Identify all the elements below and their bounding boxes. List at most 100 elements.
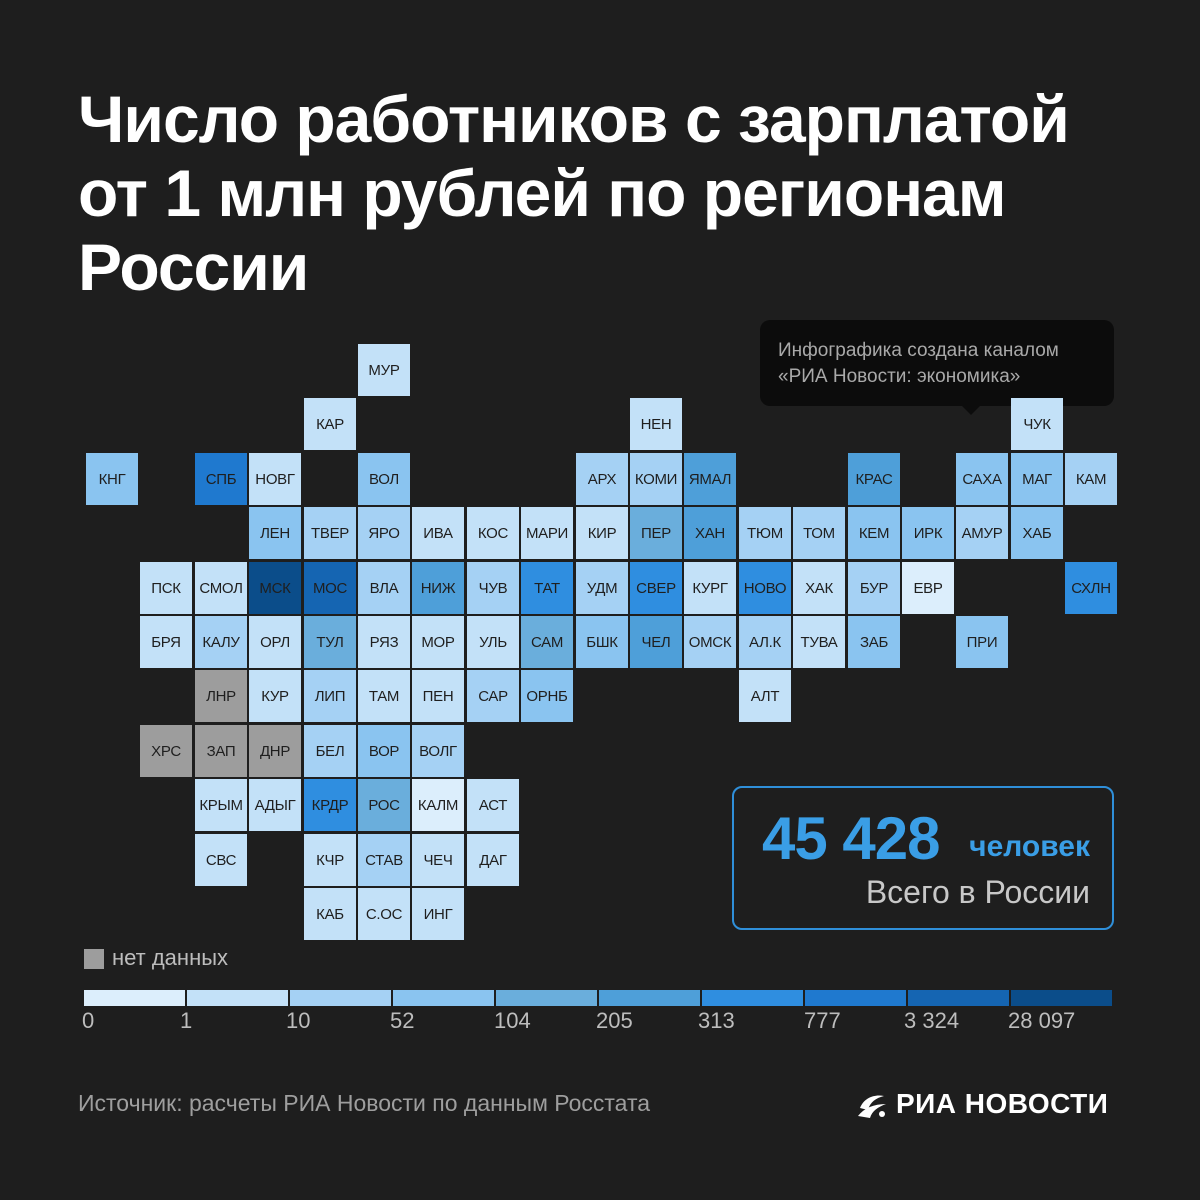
scale-segment-3 [393,990,494,1006]
scale-ticks: 0 1 10 52 104 205 313 777 3 324 28 097 [0,1008,1200,1038]
region-tile-4: КНГ [86,453,138,505]
region-tile-79: КАЛМ [412,779,464,831]
region-tile-18: ИВА [412,507,464,559]
region-tile-10: ЯМАЛ [684,453,736,505]
scale-tick-3: 52 [390,1008,415,1033]
scale-segment-5 [599,990,700,1006]
scale-tick-7: 777 [804,1008,841,1033]
region-tile-72: БЕЛ [304,725,356,777]
scale-tick-4: 104 [494,1008,531,1033]
region-tile-16: ТВЕР [304,507,356,559]
region-tile-49: ТУЛ [304,616,356,668]
region-tile-61: ЛНР [195,670,247,722]
region-tile-30: ПСК [140,562,192,614]
brand-name: РИА НОВОСТИ [896,1088,1109,1119]
infographic-title: Число работников с зарплатой от 1 млн ру… [78,82,1158,304]
scale-segment-0 [84,990,185,1006]
region-tile-55: ЧЕЛ [630,616,682,668]
total-value: 45 428 [762,805,941,872]
region-tile-32: МСК [249,562,301,614]
region-tile-81: СВС [195,834,247,886]
region-tile-56: ОМСК [684,616,736,668]
region-tile-52: УЛЬ [467,616,519,668]
region-tile-57: АЛ.К [739,616,791,668]
ria-wave-icon [858,1095,886,1118]
region-tile-29: ХАБ [1011,507,1063,559]
region-tile-28: АМУР [956,507,1008,559]
region-tile-25: ТОМ [793,507,845,559]
region-tile-19: КОС [467,507,519,559]
region-tile-76: АДЫГ [249,779,301,831]
region-tile-13: МАГ [1011,453,1063,505]
region-tile-33: МОС [304,562,356,614]
region-tile-12: САХА [956,453,1008,505]
region-tile-20: МАРИ [521,507,573,559]
no-data-label: нет данных [112,945,229,970]
region-tile-34: ВЛА [358,562,410,614]
region-tile-80: АСТ [467,779,519,831]
region-tile-88: ИНГ [412,888,464,940]
region-tile-69: ХРС [140,725,192,777]
scale-segment-8 [908,990,1009,1006]
region-tile-3: ЧУК [1011,398,1063,450]
region-tile-86: КАБ [304,888,356,940]
region-tile-63: ЛИП [304,670,356,722]
region-tile-40: КУРГ [684,562,736,614]
no-data-swatch [84,949,104,969]
region-tile-44: ЕВР [902,562,954,614]
region-tile-68: АЛТ [739,670,791,722]
color-scale [84,990,1114,1006]
scale-tick-6: 313 [698,1008,735,1033]
region-tile-82: КЧР [304,834,356,886]
region-tile-27: ИРК [902,507,954,559]
ria-logo: РИА НОВОСТИ [854,1084,1108,1124]
scale-segment-4 [496,990,597,1006]
region-tile-48: ОРЛ [249,616,301,668]
title-line-3: России [78,230,309,304]
channel-credit-callout: Инфографика создана каналом «РИА Новости… [760,320,1114,415]
credit-line-1: Инфографика создана каналом [778,340,1059,361]
scale-tick-5: 205 [596,1008,633,1033]
region-tile-71: ДНР [249,725,301,777]
region-tile-66: САР [467,670,519,722]
region-tile-1: КАР [304,398,356,450]
region-tile-74: ВОЛГ [412,725,464,777]
region-tile-58: ТУВА [793,616,845,668]
total-label: Всего в России [865,874,1090,910]
scale-tick-2: 10 [286,1008,311,1033]
region-tile-39: СВЕР [630,562,682,614]
total-unit: человек [969,830,1090,863]
region-tile-78: РОС [358,779,410,831]
region-tile-84: ЧЕЧ [412,834,464,886]
region-tile-7: ВОЛ [358,453,410,505]
region-tile-77: КРДР [304,779,356,831]
region-tile-75: КРЫМ [195,779,247,831]
region-tile-65: ПЕН [412,670,464,722]
region-tile-42: ХАК [793,562,845,614]
region-tile-85: ДАГ [467,834,519,886]
title-line-2: от 1 млн рублей по регионам [78,156,1007,230]
region-tile-46: БРЯ [140,616,192,668]
scale-segment-6 [702,990,803,1006]
source-note: Источник: расчеты РИА Новости по данным … [78,1090,651,1116]
region-tile-2: НЕН [630,398,682,450]
region-tile-9: КОМИ [630,453,682,505]
region-tile-36: ЧУВ [467,562,519,614]
region-tile-67: ОРНБ [521,670,573,722]
total-panel: 45 428 человек Всего в России [732,786,1114,930]
region-tile-47: КАЛУ [195,616,247,668]
region-tile-11: КРАС [848,453,900,505]
region-tile-53: САМ [521,616,573,668]
region-tile-54: БШК [576,616,628,668]
region-tile-51: МОР [412,616,464,668]
region-tile-26: КЕМ [848,507,900,559]
region-tile-22: ПЕР [630,507,682,559]
region-tile-6: НОВГ [249,453,301,505]
scale-segment-9 [1011,990,1112,1006]
region-tile-41: НОВО [739,562,791,614]
region-tile-8: АРХ [576,453,628,505]
region-tile-0: МУР [358,344,410,396]
scale-tick-0: 0 [82,1008,95,1033]
region-tile-73: ВОР [358,725,410,777]
region-tile-70: ЗАП [195,725,247,777]
